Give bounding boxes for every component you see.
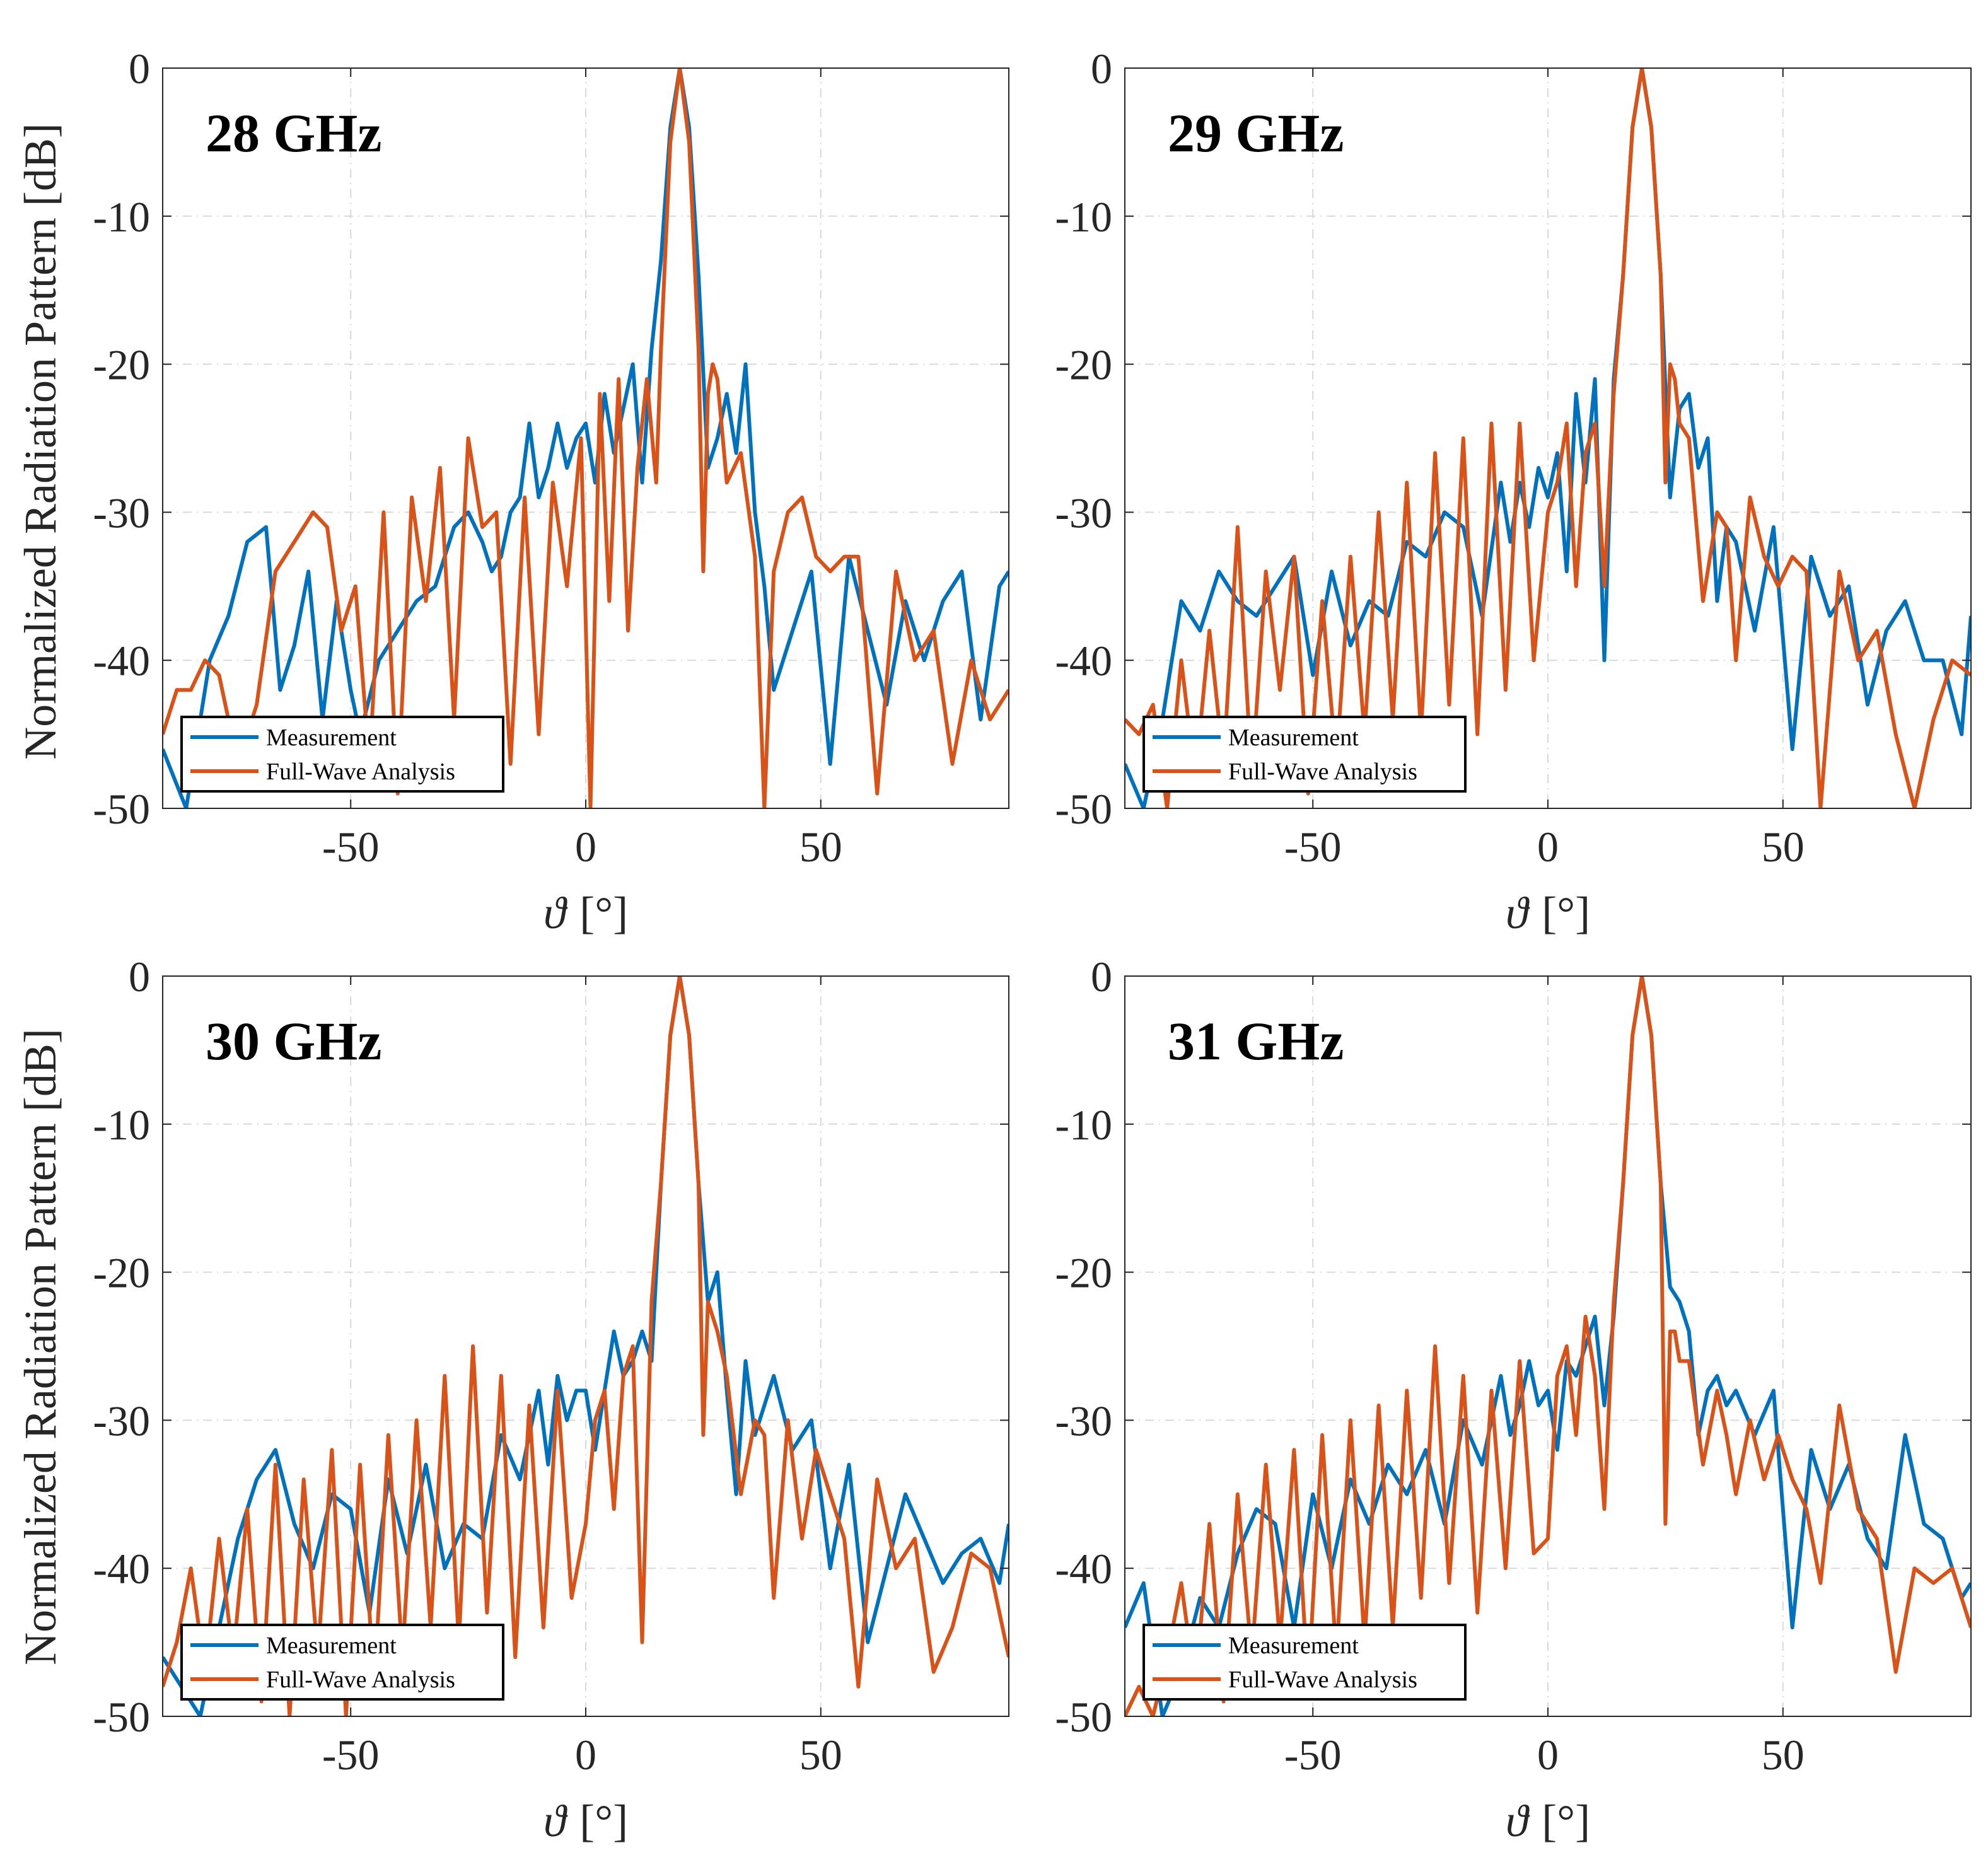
legend-label: Measurement	[266, 724, 397, 751]
legend-label: Full-Wave Analysis	[266, 759, 455, 785]
y-tick-label: -30	[1055, 489, 1112, 537]
y-tick-label: -30	[1055, 1397, 1112, 1445]
x-tick-label: 50	[1762, 823, 1805, 871]
series-line-measurement	[1125, 68, 1971, 808]
x-tick-label: 0	[575, 823, 596, 871]
y-tick-label: -40	[1055, 1545, 1112, 1593]
series-line-measurement	[1125, 976, 1971, 1716]
x-tick-label: -50	[1284, 1731, 1342, 1779]
panels-group: -50 0 500-10-20-30-40-50ϑ [°]28 GHzMeasurem…	[93, 45, 1972, 1846]
panel-title: 28 GHz	[206, 103, 381, 163]
y-tick-label: 0	[1091, 45, 1112, 93]
legend: Measurement Full-Wave Analysis	[180, 716, 504, 793]
legend-label: Measurement	[266, 1632, 397, 1659]
legend: Measurement Full-Wave Analysis	[180, 1624, 504, 1701]
x-axis-unit: [°]	[1542, 1796, 1590, 1846]
y-tick-label: -30	[93, 1397, 150, 1445]
x-axis-unit: [°]	[579, 888, 628, 938]
x-tick-label: -50	[322, 823, 380, 871]
legend-box	[180, 1624, 504, 1701]
panel-title: 31 GHz	[1168, 1011, 1344, 1071]
chart-panel-4: -50 0 50 0 -10 -20 -30 -40 -50 ϑ [°] 31 GHz Measurem…	[1055, 953, 1972, 1846]
y-tick-label: -20	[93, 341, 150, 389]
x-tick-label: 50	[799, 1731, 842, 1779]
ylabel-bottom: Normalized Radiation Pattern [dB]	[15, 1028, 66, 1665]
x-axis-label: ϑ [°]	[1506, 1796, 1590, 1846]
x-tick-label: 0	[1537, 823, 1559, 871]
legend: Measurement Full-Wave Analysis	[1142, 1624, 1467, 1701]
series-line-fullwave	[163, 68, 1009, 808]
ylabel-top: Normalized Radiation Pattern [dB]	[15, 123, 66, 760]
x-tick-label: 0	[575, 1731, 596, 1779]
chart-panel-2: -50 0 50 0 -10 -20 -30 -40 -50 ϑ [°] 29 GHz Measurem…	[1055, 45, 1972, 938]
y-tick-label: -40	[93, 1545, 150, 1593]
series-line-fullwave	[1125, 976, 1971, 1716]
y-tick-label: 0	[129, 45, 150, 93]
panel-title: 29 GHz	[1168, 103, 1344, 163]
x-tick-label: 50	[1762, 1731, 1805, 1779]
legend-label: Full-Wave Analysis	[1228, 759, 1417, 785]
x-axis-symbol: ϑ	[544, 888, 568, 938]
y-tick-label: -20	[1055, 1249, 1112, 1297]
x-axis-symbol: ϑ	[1506, 1796, 1530, 1846]
x-axis-label: ϑ [°]	[544, 1796, 628, 1846]
y-tick-label: 0	[129, 953, 150, 1001]
x-axis-unit: [°]	[1542, 888, 1590, 938]
y-tick-label: -10	[1055, 193, 1112, 241]
x-axis-symbol: ϑ	[1506, 888, 1530, 938]
x-tick-label: 0	[1537, 1731, 1559, 1779]
x-axis-label: ϑ [°]	[544, 888, 628, 938]
x-axis-symbol: ϑ	[544, 1796, 568, 1846]
legend-label: Full-Wave Analysis	[1228, 1667, 1417, 1693]
panel-title: 30 GHz	[206, 1011, 381, 1071]
legend-box	[1142, 1624, 1467, 1701]
y-tick-label: 0	[1091, 953, 1112, 1001]
y-tick-label: -10	[93, 1101, 150, 1149]
x-tick-label: -50	[322, 1731, 380, 1779]
x-axis-label: ϑ [°]	[1506, 888, 1590, 938]
legend-label: Full-Wave Analysis	[266, 1667, 455, 1693]
chart-panel-1: -50 0 50 0 -10 -20 -30 -40 -50 ϑ [°] 28 GHz Measurem…	[93, 45, 1009, 938]
y-tick-label: -10	[93, 193, 150, 241]
chart-panel-3: -50 0 50 0 -10 -20 -30 -40 -50 ϑ [°] 30 GHz Measurem…	[93, 953, 1009, 1846]
y-tick-label: -40	[1055, 637, 1112, 685]
y-tick-label: -40	[93, 637, 150, 685]
y-tick-label: -10	[1055, 1101, 1112, 1149]
y-tick-label: -20	[93, 1249, 150, 1297]
y-tick-label: -30	[93, 489, 150, 537]
y-tick-label: -50	[93, 1693, 150, 1741]
legend-box	[180, 716, 504, 793]
x-tick-label: 50	[799, 823, 842, 871]
y-tick-label: -50	[1055, 1693, 1112, 1741]
legend-label: Measurement	[1228, 724, 1359, 751]
legend-label: Measurement	[1228, 1632, 1359, 1659]
series-line-fullwave	[1125, 68, 1971, 808]
y-tick-label: -20	[1055, 341, 1112, 389]
x-axis-unit: [°]	[579, 1796, 628, 1846]
legend-box	[1142, 716, 1467, 793]
y-tick-label: -50	[93, 785, 150, 833]
legend: Measurement Full-Wave Analysis	[1142, 716, 1467, 793]
y-tick-label: -50	[1055, 785, 1112, 833]
x-tick-label: -50	[1284, 823, 1342, 871]
